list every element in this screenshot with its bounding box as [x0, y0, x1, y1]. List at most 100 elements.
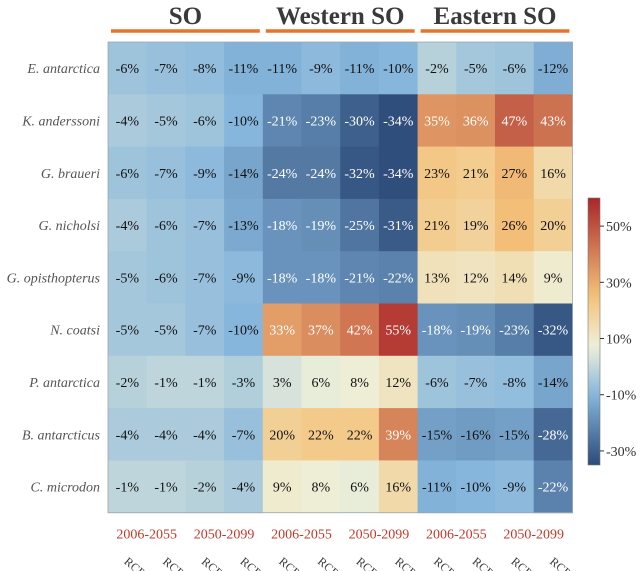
heatmap-cell: [456, 42, 496, 95]
heatmap-cell: [456, 146, 496, 200]
cell-value-label: -5%: [154, 114, 178, 129]
cell-value-label: 33%: [269, 324, 295, 339]
species-label: G. braueri: [41, 167, 100, 182]
cell-value-label: -6%: [116, 62, 140, 77]
cell-value-label: -10%: [383, 62, 414, 77]
cell-value-label: 35%: [424, 114, 450, 129]
period-label: 2006-2055: [426, 528, 487, 543]
heatmap-cell: [185, 460, 225, 514]
heatmap-cell: [495, 355, 535, 409]
species-label: N. coatsi: [49, 324, 100, 339]
heatmap-cell: [146, 355, 186, 409]
heatmap-cell: [495, 303, 535, 357]
heatmap-cell: [378, 251, 419, 304]
cell-value-label: 39%: [385, 428, 411, 443]
cell-value-label: 6%: [350, 481, 369, 496]
heatmap-cell: [533, 94, 573, 148]
heatmap-cell: [224, 42, 264, 95]
heatmap-cell: [224, 355, 264, 409]
heatmap-cell: [417, 303, 457, 357]
cell-value-label: -18%: [422, 324, 453, 339]
heatmap-cell: [185, 355, 225, 409]
cell-value-label: -14%: [538, 376, 569, 391]
cell-value-label: 22%: [347, 428, 373, 443]
heatmap-cell: [456, 303, 496, 357]
heatmap-cell: [495, 460, 535, 514]
heatmap-cell: [456, 251, 496, 304]
scenario-label: RCP4.5: [431, 554, 469, 571]
heatmap-cell: [108, 355, 148, 409]
species-label: G. opisthopterus: [7, 271, 101, 286]
scenario-label: RCP8.5: [238, 554, 276, 571]
cell-value-label: -16%: [460, 428, 491, 443]
cell-value-label: -6%: [154, 219, 178, 234]
cell-value-label: -8%: [193, 62, 217, 77]
heatmap-cell: [301, 251, 341, 304]
heatmap-cell: [185, 303, 225, 357]
cell-value-label: -6%: [425, 376, 449, 391]
cell-value-label: -7%: [464, 376, 488, 391]
heatmap-cell: [378, 94, 419, 148]
cell-value-label: -2%: [116, 376, 140, 391]
cell-value-label: -7%: [193, 271, 217, 286]
heatmap-cell: [340, 408, 380, 461]
region-title: SO: [169, 3, 202, 30]
cell-value-label: -6%: [154, 271, 178, 286]
period-label: 2050-2099: [349, 528, 410, 543]
cell-value-label: -5%: [116, 271, 140, 286]
heatmap-cell: [417, 146, 457, 200]
scenario-label: RCP4.5: [276, 554, 314, 571]
heatmap-cell: [378, 198, 419, 252]
scenario-label: RCP4.5: [199, 554, 237, 571]
heatmap-cell: [262, 355, 302, 409]
heatmap-cell: [301, 460, 341, 514]
heatmap-cell: [301, 42, 341, 95]
heatmap-cell: [533, 198, 573, 252]
heatmap-cell: [417, 355, 457, 409]
heatmap-cell: [108, 460, 148, 514]
cell-value-label: 16%: [540, 167, 566, 182]
cell-value-label: -19%: [306, 219, 337, 234]
cell-value-label: 37%: [308, 324, 334, 339]
cell-value-label: -8%: [503, 376, 527, 391]
cell-value-label: -1%: [193, 376, 217, 391]
cell-value-label: 19%: [463, 219, 489, 234]
cell-value-label: -18%: [306, 271, 337, 286]
cell-value-label: 20%: [540, 219, 566, 234]
heatmap-cell: [378, 146, 419, 200]
cell-value-label: 8%: [350, 376, 369, 391]
heatmap-cell: [340, 146, 380, 200]
cell-value-label: -34%: [383, 167, 414, 182]
cell-value-label: -9%: [232, 271, 256, 286]
heatmap-cell: [340, 460, 380, 514]
heatmap-cell: [456, 94, 496, 148]
species-label: B. antarcticus: [22, 428, 101, 443]
cell-value-label: 22%: [308, 428, 334, 443]
heatmap-cell: [417, 251, 457, 304]
cell-value-label: -24%: [306, 167, 337, 182]
heatmap-cell: [146, 460, 186, 514]
heatmap-cell: [224, 94, 264, 148]
heatmap-cell: [340, 42, 380, 95]
cell-value-label: -32%: [344, 167, 375, 182]
cell-value-label: -22%: [383, 271, 414, 286]
cell-value-label: -4%: [116, 114, 140, 129]
heatmap-cell: [185, 94, 225, 148]
period-labels: 2006-2055 2050-2099 2006-2055 2050-2099 2006…: [116, 528, 564, 543]
heatmap-cell: [108, 94, 148, 148]
cell-value-label: -4%: [116, 219, 140, 234]
heatmap-cell: [456, 198, 496, 252]
heatmap-cell: [533, 303, 573, 357]
cell-value-label: 6%: [312, 376, 331, 391]
heatmap-cell: [262, 460, 302, 514]
heatmap-cell: [533, 355, 573, 409]
region-title: Western SO: [276, 3, 404, 30]
heatmap-cell: [262, 198, 302, 252]
heatmap-cell: [417, 198, 457, 252]
cell-value-label: -9%: [309, 62, 333, 77]
cell-value-label: -7%: [193, 219, 217, 234]
period-label: 2006-2055: [271, 528, 332, 543]
colorbar-tick-label: 50%: [606, 220, 632, 235]
heatmap-cell: [108, 198, 148, 252]
cell-value-label: 9%: [544, 271, 563, 286]
